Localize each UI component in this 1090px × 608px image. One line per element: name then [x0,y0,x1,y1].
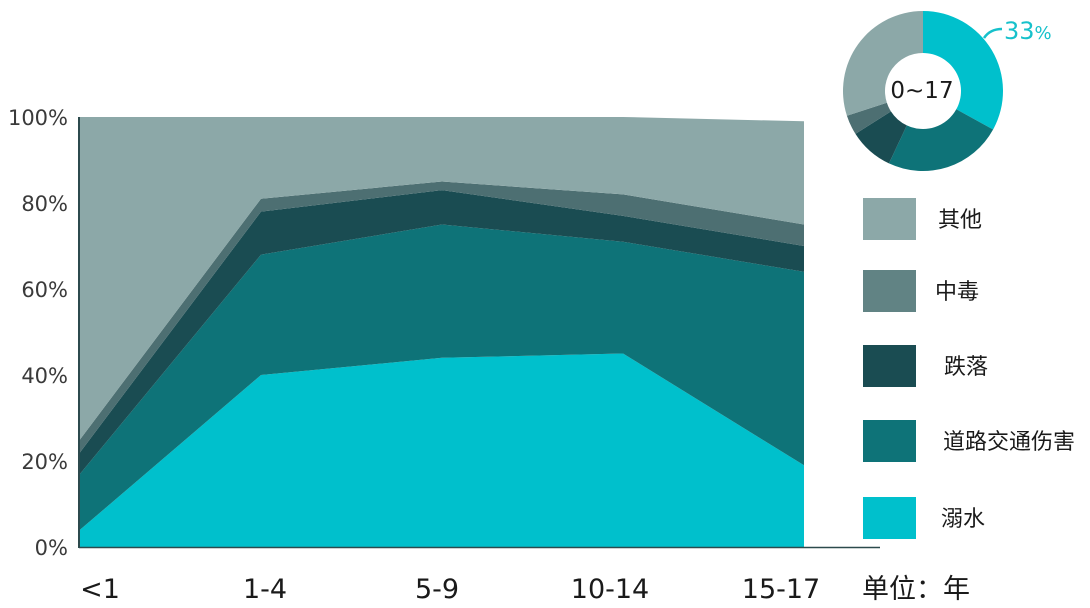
donut-chart [843,11,1003,172]
y-tick-label: 80% [21,192,68,216]
x-tick-label: 15-17 [742,574,820,605]
donut-slice-1 [888,109,994,172]
donut-slice-0 [923,11,1003,130]
area-series-0 [80,353,804,547]
legend-label: 其他 [938,208,982,233]
stacked-area-plot [80,117,804,547]
donut-slice-3 [846,102,891,134]
x-tick-label: <1 [80,574,120,605]
legend-label: 道路交通伤害 [943,430,1075,455]
y-tick-label: 60% [21,278,68,302]
x-tick-label: 5-9 [415,574,459,605]
legend-swatch [863,345,916,387]
legend-label: 溺水 [941,507,985,532]
legend-label: 中毒 [935,280,979,305]
area-series-1 [80,224,804,530]
legend-label: 跌落 [944,355,988,380]
x-axis-ticks: <1 1-4 5-9 10-14 15-17 [80,574,820,605]
area-series-4 [80,117,804,440]
donut-highlight-unit: % [1035,23,1052,44]
donut-center-label: 0~17 [890,78,953,104]
legend-swatch [863,497,916,539]
y-tick-label: 20% [21,450,68,474]
unit-label: 单位：年 [862,574,970,605]
legend-swatch [863,270,916,312]
y-tick-label: 100% [8,106,68,130]
legend-swatch [863,198,916,240]
x-tick-label: 1-4 [243,574,287,605]
donut-slice-2 [855,111,907,164]
axes [78,117,880,549]
donut-slice-4 [843,11,923,116]
y-axis-ticks: 0% 20% 40% 60% 80% 100% [8,106,68,560]
donut-callout-line [982,27,1003,39]
y-tick-label: 40% [21,364,68,388]
donut-highlight-value: 33 [1004,17,1035,45]
donut-highlight-label: 33% [1004,17,1052,45]
y-tick-label: 0% [35,536,68,560]
x-tick-label: 10-14 [571,574,649,605]
legend-swatch [863,420,916,462]
